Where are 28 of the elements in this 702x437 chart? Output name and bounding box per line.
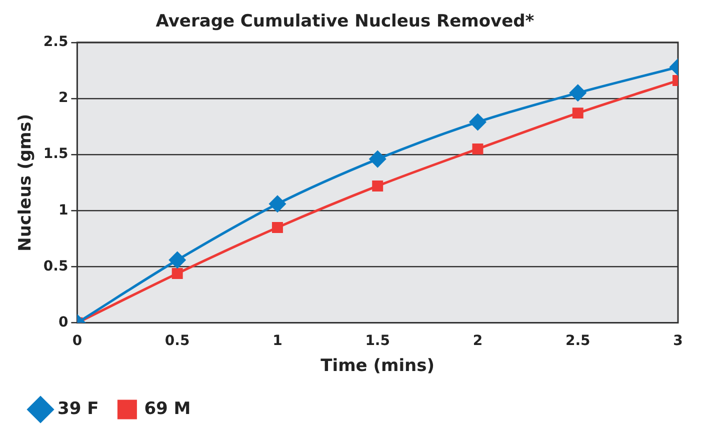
point	[469, 114, 486, 130]
point	[169, 252, 186, 268]
y-axis-title: Nucleus (gms)	[16, 114, 36, 252]
point	[369, 150, 386, 168]
x-axis-title: Time (mins)	[320, 356, 435, 376]
y-tick-label: 2.5	[43, 34, 68, 50]
x-tick-label: 1	[272, 332, 282, 349]
y-tick-label: 2	[58, 90, 68, 106]
y-tick-label: 0.5	[43, 258, 68, 274]
chart-title: Average Cumulative Nucleus Removed*	[156, 12, 534, 32]
point	[272, 222, 283, 233]
point	[570, 84, 586, 102]
point	[172, 268, 183, 279]
x-tick-label: 1.5	[365, 332, 390, 349]
point	[472, 143, 484, 154]
x-tick-label: 0	[72, 332, 82, 349]
y-tick-label: 1.5	[43, 146, 68, 162]
x-tick-label: 2.5	[565, 332, 590, 349]
x-tick-label: 3	[673, 332, 683, 349]
point	[372, 180, 384, 192]
x-tick-label: 2	[472, 332, 483, 349]
legend-label: 69 M	[144, 398, 191, 419]
legend-label: 39 F	[58, 398, 99, 419]
point	[269, 196, 286, 212]
y-tick-label: 1	[58, 202, 68, 218]
point	[572, 108, 584, 119]
x-tick-label: 0.5	[164, 332, 190, 349]
y-tick-label: 0	[58, 314, 68, 330]
